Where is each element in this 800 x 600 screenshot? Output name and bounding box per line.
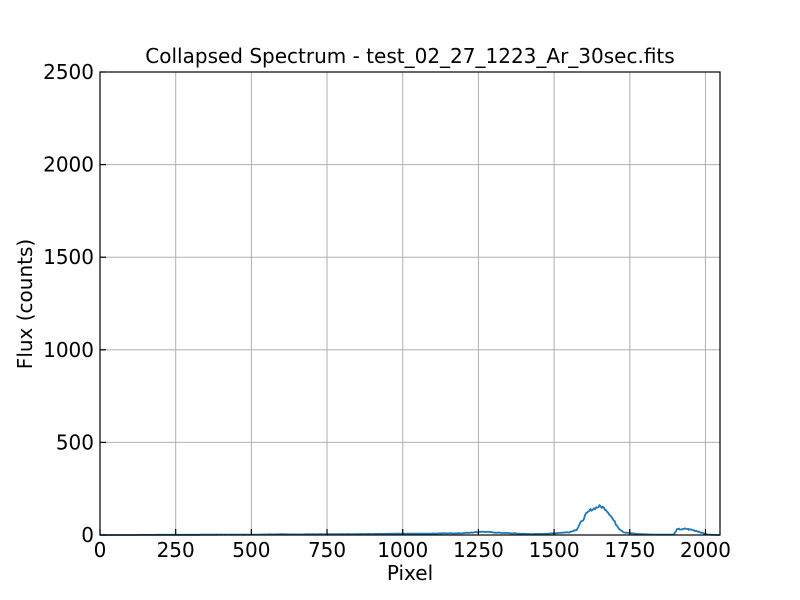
chart-title: Collapsed Spectrum - test_02_27_1223_Ar_…	[145, 44, 674, 68]
x-tick-label: 1500	[529, 538, 580, 562]
y-axis-label: Flux (counts)	[13, 239, 37, 369]
y-tick-label: 1000	[43, 338, 94, 362]
y-axis-ticks: 0 500 1000 1500 2000 2500	[43, 60, 106, 547]
y-tick-label: 2500	[43, 60, 94, 84]
x-tick-label: 1750	[604, 538, 655, 562]
plot-frame	[100, 72, 720, 535]
x-tick-label: 750	[308, 538, 346, 562]
y-tick-label: 1500	[43, 245, 94, 269]
y-tick-label: 2000	[43, 153, 94, 177]
x-tick-label: 250	[157, 538, 195, 562]
x-tick-label: 500	[232, 538, 270, 562]
y-tick-label: 0	[81, 523, 94, 547]
x-tick-label: 1000	[377, 538, 428, 562]
x-tick-label: 2000	[680, 538, 731, 562]
y-tick-label: 500	[56, 430, 94, 454]
x-axis-label: Pixel	[387, 561, 433, 585]
spectrum-line	[100, 505, 720, 535]
grid-lines	[100, 72, 720, 535]
series-group	[100, 505, 720, 535]
x-tick-label: 0	[94, 538, 107, 562]
x-tick-label: 1250	[453, 538, 504, 562]
